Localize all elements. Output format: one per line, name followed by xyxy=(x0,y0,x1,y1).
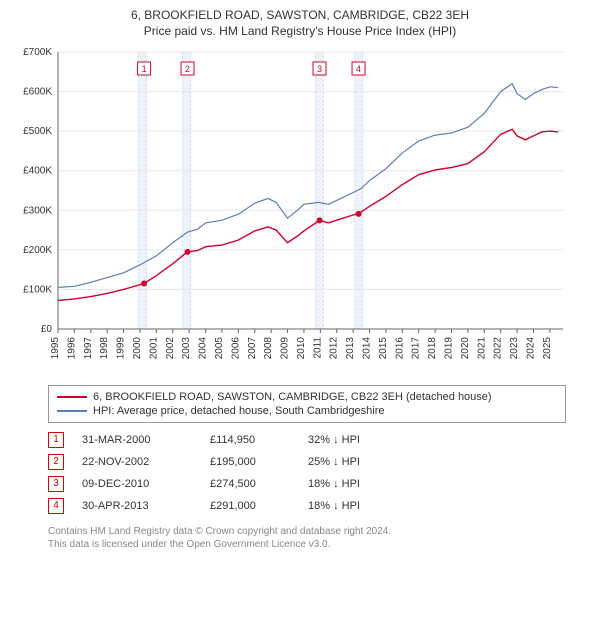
x-tick-label: 2015 xyxy=(378,337,389,360)
title-subtitle: Price paid vs. HM Land Registry's House … xyxy=(8,24,592,38)
x-tick-label: 2001 xyxy=(148,337,159,360)
y-tick-label: £500K xyxy=(23,126,52,137)
x-tick-label: 2000 xyxy=(132,337,143,360)
tx-date: 31-MAR-2000 xyxy=(82,434,192,446)
x-tick-label: 2011 xyxy=(312,337,323,359)
x-tick-label: 1995 xyxy=(50,337,61,360)
chart-bg xyxy=(8,44,568,374)
legend-swatch xyxy=(57,410,87,412)
x-tick-label: 2008 xyxy=(263,337,274,360)
legend-swatch xyxy=(57,396,87,398)
x-tick-label: 2018 xyxy=(427,337,438,360)
attribution-footer: Contains HM Land Registry data © Crown c… xyxy=(48,525,592,551)
sale-band-3 xyxy=(315,52,323,329)
x-tick-label: 1996 xyxy=(66,337,77,360)
sale-band-2 xyxy=(183,52,191,329)
y-tick-label: £200K xyxy=(23,245,52,256)
sale-marker-label-3: 3 xyxy=(317,64,322,74)
tx-date: 09-DEC-2010 xyxy=(82,478,192,490)
x-tick-label: 2014 xyxy=(362,337,373,360)
tx-delta: 18% ↓ HPI xyxy=(308,478,398,490)
sale-dot-2 xyxy=(185,249,191,255)
sale-marker-label-1: 1 xyxy=(142,64,147,74)
table-row: 3 09-DEC-2010 £274,500 18% ↓ HPI xyxy=(48,473,592,495)
x-tick-label: 2022 xyxy=(493,337,504,360)
legend-row-0: 6, BROOKFIELD ROAD, SAWSTON, CAMBRIDGE, … xyxy=(57,390,557,404)
footer-line-1: Contains HM Land Registry data © Crown c… xyxy=(48,525,592,538)
y-tick-label: £100K xyxy=(23,284,52,295)
legend: 6, BROOKFIELD ROAD, SAWSTON, CAMBRIDGE, … xyxy=(48,385,566,423)
chart-container: £0 £100K £200K £300K £400K £500K £600K £700K 199… xyxy=(8,44,592,377)
x-tick-label: 2007 xyxy=(247,337,258,360)
tx-marker: 4 xyxy=(48,498,64,514)
x-tick-label: 2017 xyxy=(411,337,422,360)
sale-marker-label-4: 4 xyxy=(356,64,361,74)
tx-price: £291,000 xyxy=(210,500,290,512)
x-tick-label: 2021 xyxy=(476,337,487,360)
x-tick-label: 2010 xyxy=(296,337,307,360)
legend-label: 6, BROOKFIELD ROAD, SAWSTON, CAMBRIDGE, … xyxy=(93,391,492,403)
sale-marker-label-2: 2 xyxy=(185,64,190,74)
x-tick-label: 2025 xyxy=(542,337,553,360)
tx-delta: 18% ↓ HPI xyxy=(308,500,398,512)
x-tick-label: 2024 xyxy=(525,337,536,360)
y-tick-label: £300K xyxy=(23,205,52,216)
tx-marker: 3 xyxy=(48,476,64,492)
table-row: 4 30-APR-2013 £291,000 18% ↓ HPI xyxy=(48,495,592,517)
transactions-table: 1 31-MAR-2000 £114,950 32% ↓ HPI 2 22-NOV-200… xyxy=(48,429,592,517)
tx-date: 22-NOV-2002 xyxy=(82,456,192,468)
x-tick-label: 2009 xyxy=(280,337,291,360)
legend-label: HPI: Average price, detached house, Sout… xyxy=(93,405,384,417)
x-tick-label: 2012 xyxy=(329,337,340,360)
x-tick-label: 2006 xyxy=(230,337,241,360)
x-tick-label: 2004 xyxy=(198,337,209,360)
x-tick-label: 2002 xyxy=(165,337,176,360)
title-address: 6, BROOKFIELD ROAD, SAWSTON, CAMBRIDGE, … xyxy=(8,8,592,22)
x-tick-label: 1997 xyxy=(83,337,94,360)
x-tick-label: 1998 xyxy=(99,337,110,360)
sale-dot-1 xyxy=(141,281,147,287)
sale-dot-4 xyxy=(356,211,362,217)
x-tick-label: 2005 xyxy=(214,337,225,360)
y-tick-label: £700K xyxy=(23,47,52,58)
y-tick-label: £0 xyxy=(41,324,53,335)
tx-date: 30-APR-2013 xyxy=(82,500,192,512)
footer-line-2: This data is licensed under the Open Gov… xyxy=(48,538,592,551)
sale-band-1 xyxy=(138,52,146,329)
tx-price: £114,950 xyxy=(210,434,290,446)
x-tick-label: 2003 xyxy=(181,337,192,360)
tx-marker: 1 xyxy=(48,432,64,448)
chart-titles: 6, BROOKFIELD ROAD, SAWSTON, CAMBRIDGE, … xyxy=(8,8,592,38)
tx-price: £274,500 xyxy=(210,478,290,490)
legend-row-1: HPI: Average price, detached house, Sout… xyxy=(57,404,557,418)
x-tick-label: 2016 xyxy=(394,337,405,360)
tx-marker: 2 xyxy=(48,454,64,470)
y-tick-label: £600K xyxy=(23,87,52,98)
table-row: 2 22-NOV-2002 £195,000 25% ↓ HPI xyxy=(48,451,592,473)
x-tick-label: 2013 xyxy=(345,337,356,360)
x-tick-label: 2023 xyxy=(509,337,520,360)
tx-price: £195,000 xyxy=(210,456,290,468)
y-tick-label: £400K xyxy=(23,166,52,177)
tx-delta: 25% ↓ HPI xyxy=(308,456,398,468)
table-row: 1 31-MAR-2000 £114,950 32% ↓ HPI xyxy=(48,429,592,451)
price-chart: £0 £100K £200K £300K £400K £500K £600K £700K 199… xyxy=(8,44,568,374)
tx-delta: 32% ↓ HPI xyxy=(308,434,398,446)
x-tick-label: 1999 xyxy=(116,337,127,360)
x-tick-label: 2020 xyxy=(460,337,471,360)
x-tick-label: 2019 xyxy=(444,337,455,360)
sale-dot-3 xyxy=(317,217,323,223)
